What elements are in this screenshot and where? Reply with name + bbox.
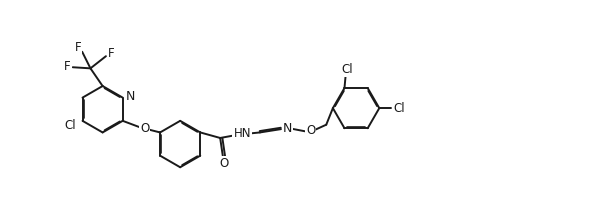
Text: N: N (126, 90, 135, 103)
Text: HN: HN (233, 127, 251, 140)
Text: Cl: Cl (65, 119, 76, 132)
Text: N: N (283, 122, 292, 135)
Text: Cl: Cl (393, 102, 405, 115)
Text: O: O (220, 157, 229, 170)
Text: O: O (140, 122, 149, 135)
Text: Cl: Cl (341, 63, 352, 76)
Text: O: O (306, 124, 316, 137)
Text: F: F (108, 47, 115, 60)
Text: F: F (64, 60, 70, 73)
Text: F: F (75, 41, 81, 54)
